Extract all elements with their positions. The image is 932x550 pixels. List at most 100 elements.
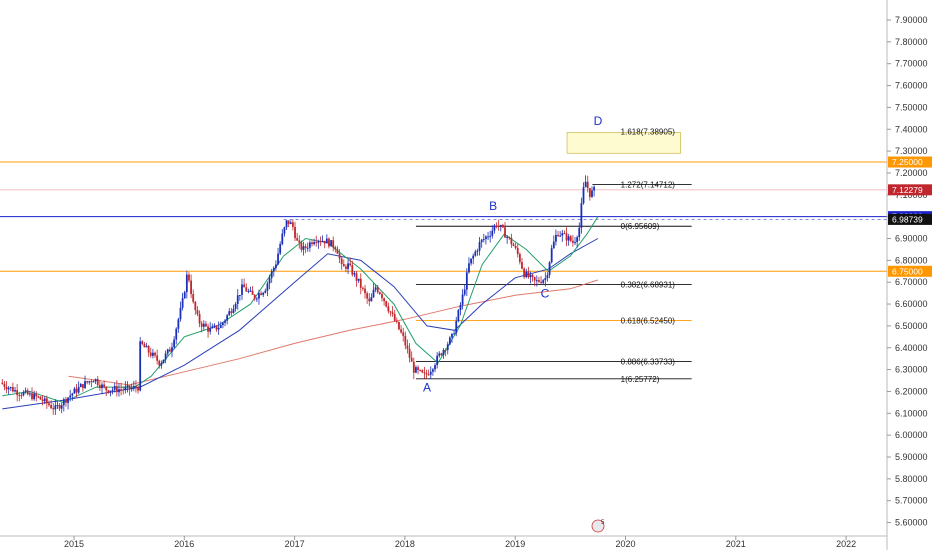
candle-body[interactable] bbox=[26, 390, 29, 395]
candle-body[interactable] bbox=[1, 382, 4, 384]
candle-body[interactable] bbox=[349, 263, 352, 266]
candle-body[interactable] bbox=[340, 258, 343, 264]
candle-body[interactable] bbox=[192, 294, 195, 302]
candle-body[interactable] bbox=[283, 227, 286, 234]
candle-body[interactable] bbox=[128, 385, 131, 390]
candle-body[interactable] bbox=[315, 242, 318, 244]
candle-body[interactable] bbox=[43, 398, 46, 402]
candle-body[interactable] bbox=[518, 253, 521, 263]
candle-body[interactable] bbox=[272, 267, 275, 272]
candle-body[interactable] bbox=[109, 390, 112, 393]
candle-body[interactable] bbox=[251, 290, 254, 295]
candle-body[interactable] bbox=[41, 399, 44, 402]
candle-body[interactable] bbox=[262, 292, 265, 295]
candle-body[interactable] bbox=[175, 328, 178, 340]
candle-body[interactable] bbox=[90, 381, 93, 383]
candle-body[interactable] bbox=[501, 224, 504, 228]
candle-body[interactable] bbox=[31, 393, 33, 400]
candle-body[interactable] bbox=[260, 293, 262, 295]
candle-body[interactable] bbox=[289, 222, 292, 225]
candle-body[interactable] bbox=[28, 393, 31, 395]
candle-body[interactable] bbox=[69, 395, 72, 398]
candle-body[interactable] bbox=[376, 287, 379, 293]
candle-body[interactable] bbox=[56, 405, 59, 407]
candle-body[interactable] bbox=[217, 327, 220, 330]
candle-body[interactable] bbox=[463, 289, 466, 295]
candle-body[interactable] bbox=[453, 333, 456, 335]
candle-body[interactable] bbox=[378, 292, 381, 295]
candle-body[interactable] bbox=[277, 253, 279, 265]
candle-body[interactable] bbox=[285, 220, 288, 228]
candle-body[interactable] bbox=[544, 278, 547, 281]
candle-body[interactable] bbox=[385, 301, 388, 307]
candle-body[interactable] bbox=[33, 393, 36, 400]
candle-body[interactable] bbox=[359, 278, 362, 288]
candle-body[interactable] bbox=[149, 352, 152, 356]
candle-body[interactable] bbox=[510, 237, 513, 245]
horizontal-lines-layer[interactable] bbox=[0, 161, 887, 272]
candle-body[interactable] bbox=[234, 304, 237, 309]
candle-body[interactable] bbox=[48, 403, 50, 406]
candle-body[interactable] bbox=[209, 328, 212, 332]
candle-body[interactable] bbox=[268, 277, 271, 284]
candle-body[interactable] bbox=[393, 314, 396, 321]
candle-body[interactable] bbox=[540, 281, 542, 283]
candle-body[interactable] bbox=[79, 384, 82, 388]
fibonacci-layer[interactable]: 1.618(7.38905) 1.272(7.14712) 0(6.95609) 0.… bbox=[415, 128, 692, 384]
candle-body[interactable] bbox=[423, 372, 426, 374]
candle-body[interactable] bbox=[243, 284, 246, 288]
candle-body[interactable] bbox=[485, 236, 487, 240]
candle-body[interactable] bbox=[523, 268, 526, 278]
candle-body[interactable] bbox=[275, 264, 277, 268]
candle-body[interactable] bbox=[569, 236, 572, 241]
candle-body[interactable] bbox=[470, 258, 472, 264]
candle-body[interactable] bbox=[294, 226, 296, 239]
candle-body[interactable] bbox=[459, 304, 462, 311]
candle-body[interactable] bbox=[512, 244, 515, 246]
candle-body[interactable] bbox=[196, 310, 199, 314]
candle-body[interactable] bbox=[62, 399, 65, 406]
candle-body[interactable] bbox=[550, 248, 553, 263]
candle-body[interactable] bbox=[440, 353, 443, 355]
candle-body[interactable] bbox=[228, 311, 231, 316]
candle-body[interactable] bbox=[173, 339, 176, 348]
candle-body[interactable] bbox=[311, 242, 313, 245]
candle-body[interactable] bbox=[476, 250, 479, 252]
candle-body[interactable] bbox=[567, 236, 570, 241]
candle-body[interactable] bbox=[334, 247, 337, 250]
candle-body[interactable] bbox=[400, 329, 402, 333]
candle-body[interactable] bbox=[391, 312, 394, 315]
candle-body[interactable] bbox=[54, 405, 57, 410]
candle-body[interactable] bbox=[353, 273, 356, 275]
candle-body[interactable] bbox=[317, 241, 320, 243]
candle-body[interactable] bbox=[132, 386, 135, 388]
candle-body[interactable] bbox=[213, 325, 216, 327]
candle-body[interactable] bbox=[9, 387, 12, 389]
candle-body[interactable] bbox=[342, 263, 345, 267]
candle-body[interactable] bbox=[438, 353, 441, 356]
candle-body[interactable] bbox=[152, 352, 154, 356]
candle-body[interactable] bbox=[402, 332, 405, 336]
candle-body[interactable] bbox=[304, 246, 307, 248]
candle-body[interactable] bbox=[113, 386, 116, 390]
candle-body[interactable] bbox=[226, 315, 229, 321]
candle-body[interactable] bbox=[198, 313, 201, 324]
candle-body[interactable] bbox=[431, 369, 434, 372]
candle-body[interactable] bbox=[202, 323, 205, 327]
candle-body[interactable] bbox=[188, 274, 190, 281]
candle-body[interactable] bbox=[578, 227, 581, 238]
candle-body[interactable] bbox=[270, 271, 273, 278]
candle-body[interactable] bbox=[533, 277, 536, 281]
candle-body[interactable] bbox=[563, 233, 566, 235]
candle-body[interactable] bbox=[255, 298, 258, 300]
candle-body[interactable] bbox=[588, 188, 591, 197]
candle-body[interactable] bbox=[298, 240, 301, 243]
candle-body[interactable] bbox=[126, 385, 129, 388]
candle-body[interactable] bbox=[319, 241, 322, 243]
candle-body[interactable] bbox=[491, 230, 494, 236]
candle-body[interactable] bbox=[160, 363, 163, 366]
candle-body[interactable] bbox=[179, 307, 182, 320]
candle-body[interactable] bbox=[96, 379, 99, 386]
candle-body[interactable] bbox=[546, 275, 549, 279]
